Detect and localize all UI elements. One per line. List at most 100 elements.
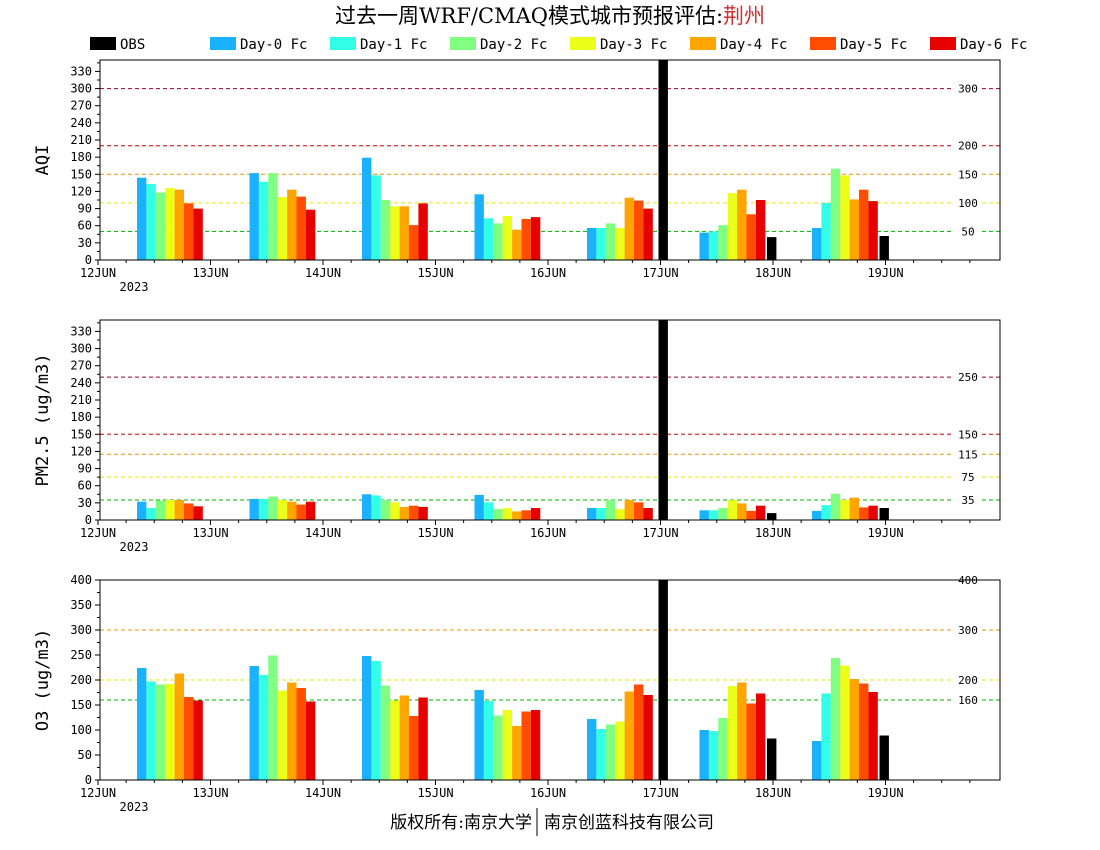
bar-day-5-fc-17jun <box>746 510 756 520</box>
bar-day-0-fc-16jun <box>587 508 597 520</box>
legend-label: Day-6 Fc <box>960 37 1027 53</box>
bar-day-4-fc-16jun <box>624 500 634 520</box>
legend: OBS Day-0 Fc Day-1 Fc Day-2 Fc Day-3 Fc Day-4… <box>90 37 1027 53</box>
bar-day-3-fc-13jun <box>277 500 288 520</box>
bar-day-4-fc-14jun <box>399 206 409 260</box>
bar-day-6-fc-17jun <box>755 693 766 780</box>
legend-swatch <box>810 37 836 50</box>
legend-swatch <box>930 37 956 50</box>
bar-day-0-fc-14jun <box>362 494 372 520</box>
bar-day-5-fc-15jun <box>521 218 531 260</box>
x-tick-label: 13JUN <box>192 526 228 540</box>
legend-item-day-4-fc: Day-4 Fc <box>690 37 787 53</box>
y-tick-label: 250 <box>70 648 92 662</box>
bar-day-2-fc-15jun <box>493 509 503 520</box>
footer: 版权所有:南京大学 南京创蓝科技有限公司 <box>390 808 714 836</box>
bar-day-4-fc-18jun <box>849 497 859 520</box>
y-tick-label: 400 <box>70 573 92 587</box>
bar-day-4-fc-17jun <box>737 682 747 780</box>
bar-day-4-fc-15jun <box>512 726 522 780</box>
bar-day-6-fc-12jun <box>193 700 203 780</box>
legend-swatch <box>210 37 236 50</box>
bar-day-0-fc-18jun <box>812 510 822 520</box>
y-tick-label: 270 <box>70 99 92 113</box>
bar-day-3-fc-17jun <box>727 686 738 780</box>
reference-label-bg <box>954 494 982 506</box>
footer-right: 南京创蓝科技有限公司 <box>544 813 714 833</box>
bar-day-1-fc-14jun <box>371 175 381 260</box>
x-tick-label: 18JUN <box>755 526 791 540</box>
bar-day-6-fc-16jun <box>643 508 653 520</box>
y-tick-label: 30 <box>78 496 92 510</box>
reference-label: 250 <box>958 371 978 384</box>
bar-day-0-fc-18jun <box>812 228 822 260</box>
legend-label: OBS <box>120 37 145 53</box>
y-tick-label: 240 <box>70 376 92 390</box>
bar-obs-19jun <box>879 236 889 260</box>
bar-day-3-fc-16jun <box>615 228 625 260</box>
bar-obs-19jun <box>879 735 889 780</box>
y-tick-label: 0 <box>85 513 92 527</box>
y-tick-label: 0 <box>85 773 92 787</box>
y-axis-label: PM2.5 (ug/m3) <box>33 353 53 486</box>
bar-day-2-fc-14jun <box>380 685 391 780</box>
bar-day-5-fc-18jun <box>859 189 869 260</box>
bar-day-1-fc-12jun <box>146 508 156 520</box>
reference-label-bg <box>954 471 982 484</box>
bar-day-1-fc-15jun <box>483 701 494 780</box>
y-tick-label: 240 <box>70 116 92 130</box>
y-tick-label: 300 <box>70 623 92 637</box>
bar-day-5-fc-12jun <box>184 503 194 520</box>
y-tick-label: 150 <box>70 427 92 441</box>
legend-label: Day-1 Fc <box>360 37 427 53</box>
reference-label: 75 <box>961 471 974 484</box>
bar-day-4-fc-13jun <box>287 682 297 780</box>
reference-label: 50 <box>961 225 974 238</box>
legend-label: Day-0 Fc <box>240 37 307 53</box>
title-prefix: 过去一周WRF/CMAQ模式城市预报评估: <box>335 4 723 28</box>
legend-item-day-1-fc: Day-1 Fc <box>330 37 427 53</box>
bar-day-3-fc-15jun <box>502 216 513 260</box>
y-tick-label: 100 <box>70 723 92 737</box>
reference-label-bg <box>954 371 982 384</box>
x-tick-label: 14JUN <box>305 526 341 540</box>
bar-day-3-fc-14jun <box>390 700 400 780</box>
bar-day-6-fc-18jun <box>868 505 878 520</box>
legend-label: Day-4 Fc <box>720 37 787 53</box>
x-tick-label: 18JUN <box>755 786 791 800</box>
bar-day-3-fc-12jun <box>165 500 175 520</box>
bar-day-0-fc-12jun <box>137 177 147 260</box>
bar-day-4-fc-15jun <box>512 229 522 260</box>
bar-day-5-fc-13jun <box>296 196 306 260</box>
bar-day-0-fc-16jun <box>587 228 597 260</box>
bar-day-0-fc-14jun <box>362 656 372 780</box>
reference-label: 35 <box>961 494 974 507</box>
bar-day-4-fc-17jun <box>737 503 747 520</box>
y-tick-label: 0 <box>85 253 92 267</box>
y-tick-label: 180 <box>70 410 92 424</box>
bar-day-3-fc-17jun <box>727 500 738 520</box>
bar-day-2-fc-16jun <box>605 223 616 260</box>
reference-label-bg <box>954 448 982 461</box>
bar-day-1-fc-17jun <box>708 510 719 520</box>
legend-swatch <box>330 37 356 50</box>
bar-day-6-fc-13jun <box>305 501 316 520</box>
reference-label-bg <box>954 82 982 95</box>
x-tick-label: 19JUN <box>867 786 903 800</box>
reference-label-bg <box>954 428 982 441</box>
bar-day-5-fc-14jun <box>409 716 419 780</box>
bar-day-6-fc-15jun <box>530 710 541 780</box>
y-tick-label: 60 <box>78 479 92 493</box>
bar-day-0-fc-15jun <box>474 494 484 520</box>
bar-day-1-fc-13jun <box>258 675 269 780</box>
bar-day-2-fc-17jun <box>718 718 728 780</box>
bar-day-1-fc-14jun <box>371 661 381 780</box>
bar-day-4-fc-12jun <box>174 673 184 780</box>
reference-label: 160 <box>958 694 978 707</box>
bar-day-5-fc-14jun <box>409 505 419 520</box>
bar-day-3-fc-17jun <box>727 193 738 260</box>
y-tick-label: 50 <box>78 748 92 762</box>
bar-day-5-fc-12jun <box>184 203 194 260</box>
bar-day-0-fc-12jun <box>137 501 147 520</box>
